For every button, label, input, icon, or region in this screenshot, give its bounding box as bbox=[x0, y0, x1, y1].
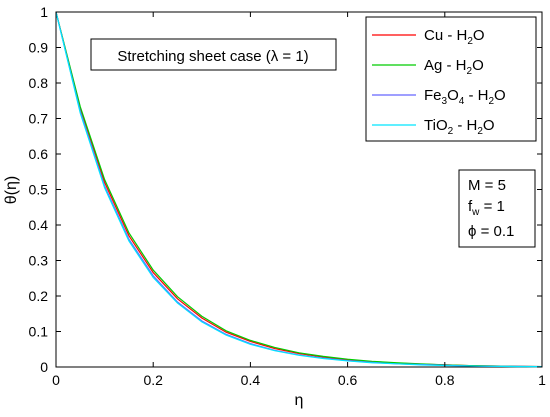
legend-label-part: TiO bbox=[424, 117, 448, 134]
y-tick-label: 0.5 bbox=[29, 182, 49, 198]
x-tick-label: 0.6 bbox=[338, 372, 358, 388]
series-line-3 bbox=[55, 11, 542, 368]
legend-label-2: Fe3O4 - H2O bbox=[424, 87, 506, 107]
annotation-text: Stretching sheet case (λ = 1) bbox=[117, 48, 308, 65]
series-layer bbox=[55, 11, 543, 368]
legend-label-part: Cu - H bbox=[424, 27, 467, 44]
legend-frame bbox=[365, 16, 537, 142]
legend-label-part: - H bbox=[464, 87, 488, 104]
param-m: M = 5 bbox=[468, 177, 506, 194]
legend-label-part: O bbox=[447, 87, 459, 104]
y-tick-label: 0 bbox=[40, 359, 48, 375]
y-tick-label: 0.7 bbox=[29, 111, 49, 127]
legend-label-3: TiO2 - H2O bbox=[424, 117, 495, 137]
legend-label-part: 4 bbox=[459, 96, 465, 107]
legend-label-part: O bbox=[472, 57, 484, 74]
param-fw-f: f bbox=[468, 198, 473, 215]
y-axis-title: θ(η) bbox=[3, 176, 20, 204]
legend-label-part: 3 bbox=[442, 96, 448, 107]
param-fw-sub: w bbox=[471, 207, 480, 218]
x-axis-title: η bbox=[295, 392, 304, 409]
param-phi: ϕ = 0.1 bbox=[468, 223, 514, 240]
legend-label-part: 2 bbox=[488, 96, 494, 107]
legend-label-1: Ag - H2O bbox=[424, 57, 484, 77]
legend-label-part: O bbox=[494, 87, 506, 104]
param-fw: fw = 1 bbox=[468, 198, 505, 218]
y-tick-label: 0.1 bbox=[29, 324, 49, 340]
legend-label-part: Ag - H bbox=[424, 57, 467, 74]
y-tick-label: 0.3 bbox=[29, 253, 49, 269]
legend-label-part: O bbox=[473, 27, 485, 44]
legend-label-part: 2 bbox=[467, 36, 473, 47]
y-tick-label: 0.8 bbox=[29, 75, 49, 91]
annotation-frame bbox=[90, 38, 337, 71]
legend-label-part: 2 bbox=[448, 126, 454, 137]
legend-label-0: Cu - H2O bbox=[424, 27, 485, 47]
y-tick-label: 0.6 bbox=[29, 146, 49, 162]
legend-label-part: O bbox=[483, 117, 495, 134]
legend-label-part: 2 bbox=[467, 66, 473, 77]
parameter-frame bbox=[458, 169, 536, 248]
y-tick-label: 0.2 bbox=[29, 288, 49, 304]
x-tick-label: 0 bbox=[52, 372, 60, 388]
param-fw-value: = 1 bbox=[479, 198, 504, 215]
legend-label-part: Fe bbox=[424, 87, 442, 104]
legend-label-part: - H bbox=[453, 117, 477, 134]
ticks-layer: 0 0.2 0.4 0.6 0.8 1 0 0.1 0.2 0.3 0.4 0.5 0.6 0.7 0.8 0… bbox=[29, 4, 547, 388]
annotation-box: Stretching sheet case (λ = 1) bbox=[90, 38, 337, 71]
y-tick-label: 0.4 bbox=[29, 217, 49, 233]
parameter-box: M = 5 fw = 1 ϕ = 0.1 bbox=[458, 169, 536, 248]
y-tick-label: 1 bbox=[40, 4, 48, 20]
x-tick-label: 1 bbox=[538, 372, 546, 388]
x-tick-label: 0.8 bbox=[435, 372, 455, 388]
x-tick-label: 0.4 bbox=[241, 372, 261, 388]
y-tick-label: 0.9 bbox=[29, 40, 49, 56]
x-tick-label: 0.2 bbox=[143, 372, 163, 388]
legend-label-part: 2 bbox=[477, 126, 483, 137]
